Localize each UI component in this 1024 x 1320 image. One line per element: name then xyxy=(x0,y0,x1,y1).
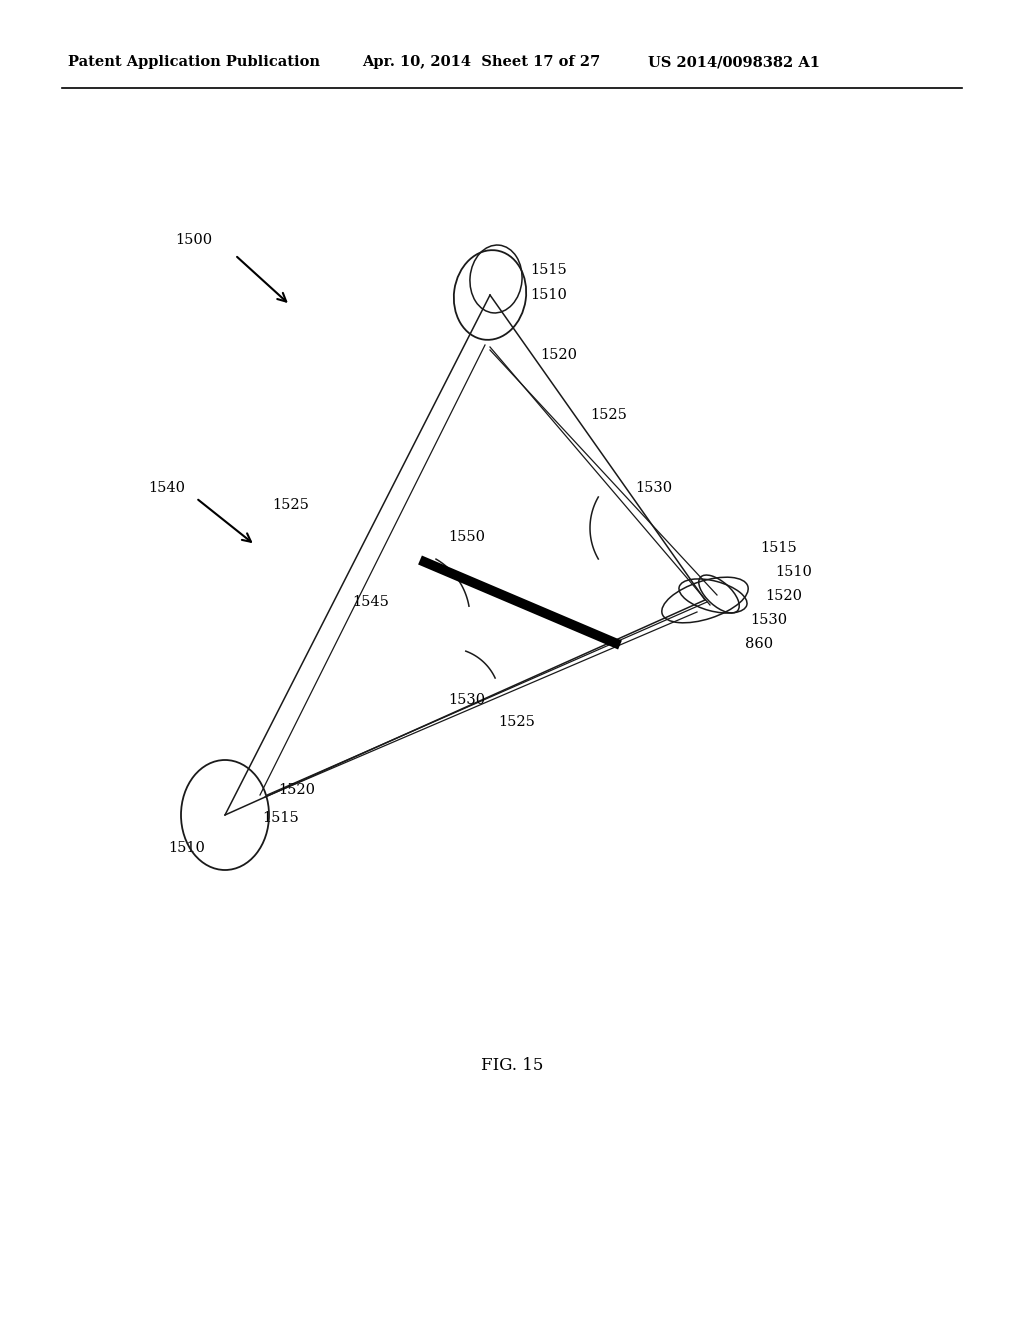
Text: 1510: 1510 xyxy=(530,288,567,302)
Text: US 2014/0098382 A1: US 2014/0098382 A1 xyxy=(648,55,820,69)
Text: 1520: 1520 xyxy=(540,348,577,362)
Text: 1515: 1515 xyxy=(760,541,797,554)
Text: 1540: 1540 xyxy=(148,480,185,495)
Text: 1530: 1530 xyxy=(449,693,485,708)
Text: 1525: 1525 xyxy=(272,498,309,512)
Text: 1545: 1545 xyxy=(352,595,389,609)
Text: 1515: 1515 xyxy=(262,810,299,825)
Text: 1530: 1530 xyxy=(750,612,787,627)
Text: 1500: 1500 xyxy=(175,234,212,247)
Text: 1520: 1520 xyxy=(278,783,315,797)
Text: 1550: 1550 xyxy=(449,531,485,544)
Text: 1530: 1530 xyxy=(635,480,672,495)
Text: FIG. 15: FIG. 15 xyxy=(481,1056,543,1073)
Text: 1520: 1520 xyxy=(765,589,802,603)
Text: Apr. 10, 2014  Sheet 17 of 27: Apr. 10, 2014 Sheet 17 of 27 xyxy=(362,55,600,69)
Text: 1525: 1525 xyxy=(590,408,627,422)
Text: 1515: 1515 xyxy=(530,263,566,277)
Text: Patent Application Publication: Patent Application Publication xyxy=(68,55,319,69)
Text: 860: 860 xyxy=(745,638,773,651)
Text: 1510: 1510 xyxy=(775,565,812,579)
Text: 1510: 1510 xyxy=(168,841,205,855)
Text: 1525: 1525 xyxy=(498,715,535,729)
